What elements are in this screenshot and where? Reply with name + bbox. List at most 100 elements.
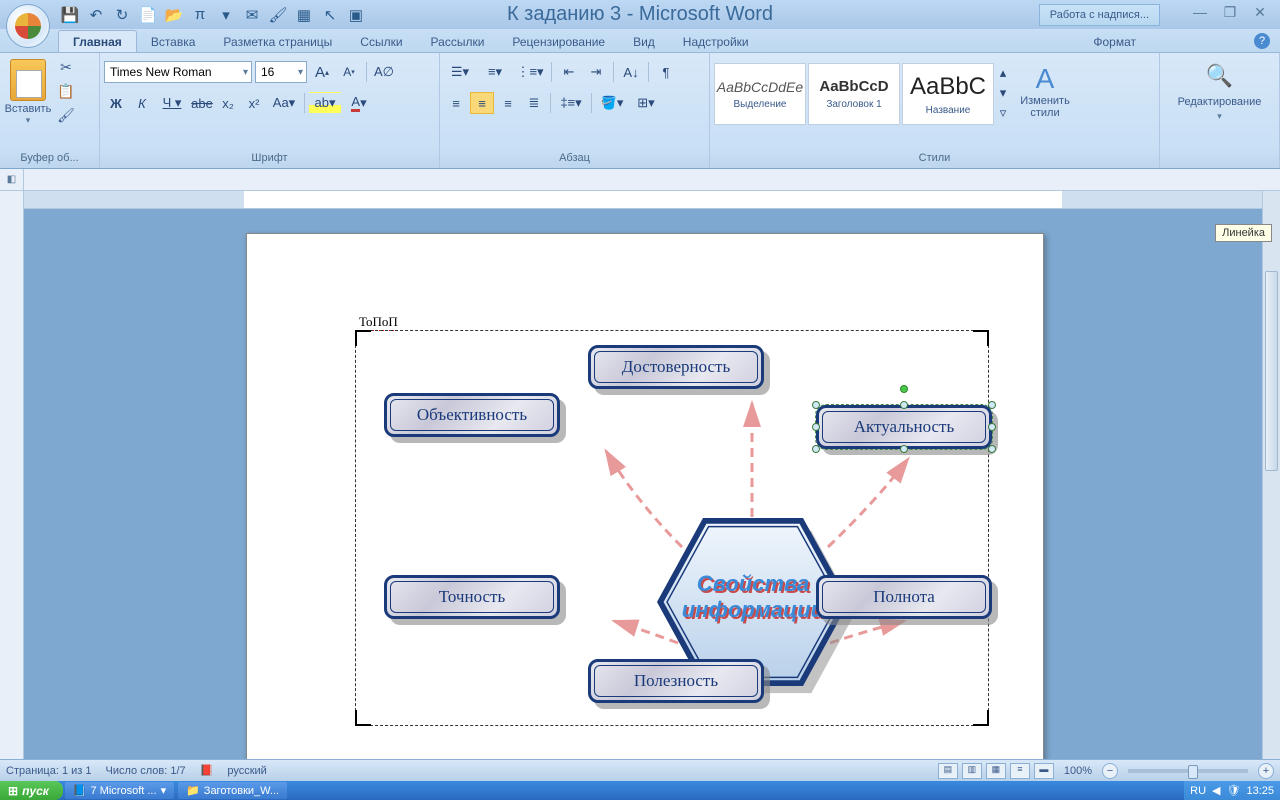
- bold-button[interactable]: Ж: [104, 92, 128, 114]
- shading-button[interactable]: 🪣▾: [596, 92, 628, 114]
- status-page[interactable]: Страница: 1 из 1: [6, 765, 92, 777]
- resize-handle[interactable]: [812, 423, 820, 431]
- new-icon[interactable]: 📄: [136, 4, 160, 26]
- scrollbar-thumb[interactable]: [1265, 271, 1278, 471]
- pointer-icon[interactable]: ↖: [318, 4, 342, 26]
- subscript-button[interactable]: x₂: [216, 92, 240, 114]
- zoom-level[interactable]: 100%: [1064, 765, 1092, 777]
- tray-lang[interactable]: RU: [1190, 785, 1206, 797]
- text-frame[interactable]: Свойства информации ДостоверностьОбъекти…: [355, 330, 989, 726]
- resize-handle[interactable]: [900, 401, 908, 409]
- formula-icon[interactable]: π: [188, 4, 212, 26]
- tab-layout[interactable]: Разметка страницы: [209, 31, 346, 52]
- vertical-ruler[interactable]: [0, 191, 24, 759]
- sort-button[interactable]: A↓: [619, 61, 643, 83]
- shrink-font-button[interactable]: A▾: [337, 61, 361, 83]
- close-button[interactable]: ✕: [1248, 4, 1272, 22]
- contextual-tab-label[interactable]: Работа с надпися...: [1039, 4, 1160, 26]
- redo-icon[interactable]: ↻: [110, 4, 134, 26]
- tab-mailings[interactable]: Рассылки: [417, 31, 499, 52]
- group-icon[interactable]: ▦: [292, 4, 316, 26]
- resize-handle[interactable]: [900, 445, 908, 453]
- minimize-button[interactable]: —: [1188, 4, 1212, 22]
- diagram-node[interactable]: Достоверность: [588, 345, 764, 389]
- view-draft[interactable]: ▬: [1034, 763, 1054, 779]
- decrease-indent-button[interactable]: ⇤: [557, 61, 581, 83]
- align-left-button[interactable]: ≡: [444, 92, 468, 114]
- ruler-toggle[interactable]: ◧: [0, 169, 24, 191]
- resize-handle[interactable]: [988, 445, 996, 453]
- style-scroll-down[interactable]: ▾: [996, 83, 1010, 103]
- system-tray[interactable]: RU ◀ 🛡 13:25: [1184, 781, 1280, 800]
- styles-gallery[interactable]: AaBbCcDdEeВыделение AaBbCcDЗаголовок 1 A…: [714, 63, 1010, 129]
- strike-button[interactable]: abe: [190, 92, 214, 114]
- style-expand[interactable]: ▿: [996, 103, 1010, 123]
- diagram-node[interactable]: Объективность: [384, 393, 560, 437]
- vertical-scrollbar[interactable]: [1262, 191, 1280, 759]
- style-item[interactable]: AaBbCcDdEeВыделение: [714, 63, 806, 125]
- open-icon[interactable]: 📂: [162, 4, 186, 26]
- highlight-button[interactable]: ab▾: [309, 92, 341, 114]
- document-area[interactable]: ТоПоП: [24, 209, 1262, 759]
- start-button[interactable]: пуск: [0, 781, 63, 800]
- zoom-in-button[interactable]: +: [1258, 763, 1274, 779]
- zoom-slider[interactable]: [1128, 769, 1248, 773]
- font-color-button[interactable]: A▾: [343, 92, 375, 114]
- office-button[interactable]: [6, 4, 50, 48]
- qat-more-icon[interactable]: ▾: [214, 4, 238, 26]
- change-case-button[interactable]: Aa▾: [268, 92, 300, 114]
- status-proofing-icon[interactable]: 📕: [200, 764, 214, 777]
- taskbar-item[interactable]: 📘 7 Microsoft ... ▾: [65, 782, 174, 799]
- superscript-button[interactable]: x²: [242, 92, 266, 114]
- resize-handle[interactable]: [988, 401, 996, 409]
- style-item[interactable]: AaBbCНазвание: [902, 63, 994, 125]
- help-button[interactable]: ?: [1254, 33, 1270, 49]
- undo-icon[interactable]: ↶: [84, 4, 108, 26]
- numbering-button[interactable]: ≡▾: [479, 61, 511, 83]
- status-language[interactable]: русский: [227, 765, 266, 777]
- bullets-button[interactable]: ☰▾: [444, 61, 476, 83]
- find-icon[interactable]: 🔍: [1206, 63, 1233, 89]
- resize-handle[interactable]: [988, 423, 996, 431]
- horizontal-ruler[interactable]: [24, 191, 1262, 209]
- tab-home[interactable]: Главная: [58, 30, 137, 52]
- tray-icon[interactable]: 🛡: [1227, 784, 1241, 797]
- maximize-button[interactable]: ❐: [1218, 4, 1242, 22]
- increase-indent-button[interactable]: ⇥: [584, 61, 608, 83]
- zoom-out-button[interactable]: −: [1102, 763, 1118, 779]
- diagram-node[interactable]: Полнота: [816, 575, 992, 619]
- tab-view[interactable]: Вид: [619, 31, 669, 52]
- font-size-combo[interactable]: 16: [255, 61, 307, 83]
- rotate-handle[interactable]: [900, 385, 908, 393]
- cut-button[interactable]: ✂: [55, 59, 77, 81]
- save-icon[interactable]: 💾: [58, 4, 82, 26]
- tray-clock[interactable]: 13:25: [1246, 785, 1274, 797]
- justify-button[interactable]: ≣: [522, 92, 546, 114]
- tray-icon[interactable]: ◀: [1212, 784, 1220, 797]
- style-scroll-up[interactable]: ▴: [996, 63, 1010, 83]
- font-name-combo[interactable]: Times New Roman: [104, 61, 252, 83]
- status-words[interactable]: Число слов: 1/7: [106, 765, 186, 777]
- mail-icon[interactable]: ✉: [240, 4, 264, 26]
- underline-button[interactable]: Ч ▾: [156, 92, 188, 114]
- view-outline[interactable]: ≡: [1010, 763, 1030, 779]
- grow-font-button[interactable]: A▴: [310, 61, 334, 83]
- tab-review[interactable]: Рецензирование: [498, 31, 619, 52]
- tab-format[interactable]: Формат: [1079, 31, 1150, 52]
- view-print-layout[interactable]: ▤: [938, 763, 958, 779]
- style-item[interactable]: AaBbCcDЗаголовок 1: [808, 63, 900, 125]
- editing-label[interactable]: Редактирование: [1178, 96, 1262, 108]
- format-painter-button[interactable]: 🖌: [55, 107, 77, 129]
- change-styles-button[interactable]: A Изменить стили: [1013, 63, 1077, 119]
- page[interactable]: ТоПоП: [246, 233, 1044, 759]
- multilevel-button[interactable]: ⋮≡▾: [514, 61, 546, 83]
- align-center-button[interactable]: ≡: [470, 92, 494, 114]
- paste-button[interactable]: Вставить ▾: [4, 59, 52, 135]
- line-spacing-button[interactable]: ‡≡▾: [555, 92, 587, 114]
- clear-format-button[interactable]: A∅: [372, 61, 396, 83]
- italic-button[interactable]: К: [130, 92, 154, 114]
- taskbar-item[interactable]: 📁 Заготовки_W...: [178, 782, 287, 799]
- tab-insert[interactable]: Вставка: [137, 31, 210, 52]
- resize-handle[interactable]: [812, 401, 820, 409]
- tab-references[interactable]: Ссылки: [346, 31, 416, 52]
